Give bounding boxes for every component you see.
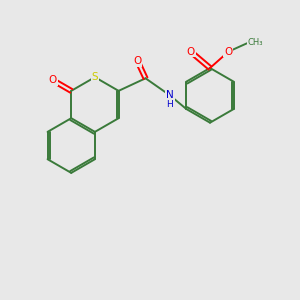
Text: H: H <box>167 100 173 109</box>
Text: N: N <box>166 90 174 100</box>
Text: O: O <box>133 56 142 66</box>
Text: CH₃: CH₃ <box>248 38 263 47</box>
Text: O: O <box>224 46 232 57</box>
Text: O: O <box>49 75 57 85</box>
Text: S: S <box>92 72 98 82</box>
Text: O: O <box>187 46 195 57</box>
